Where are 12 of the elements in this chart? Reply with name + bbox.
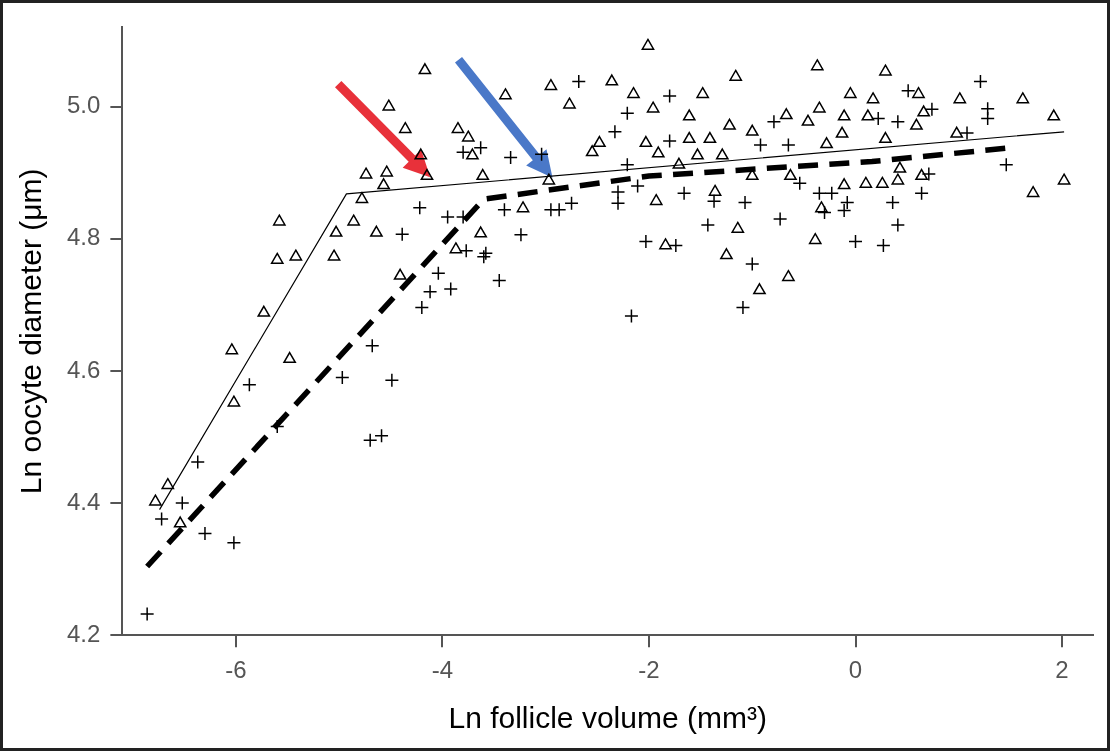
x-tick-label: -6 xyxy=(225,656,247,684)
y-axis-title: Ln oocyte diameter (μm) xyxy=(14,168,48,495)
y-tick-label: 4.6 xyxy=(66,355,101,383)
y-tick-label: 5.0 xyxy=(66,91,101,119)
y-tick-label: 4.4 xyxy=(66,487,101,515)
x-axis-title: Ln follicle volume (mm³) xyxy=(448,701,767,735)
y-tick-label: 4.2 xyxy=(66,619,101,647)
x-tick-label: 0 xyxy=(848,656,863,684)
x-tick-label: -2 xyxy=(638,656,660,684)
x-tick-label: -4 xyxy=(431,656,454,684)
x-tick-label: 2 xyxy=(1055,656,1069,684)
y-tick-label: 4.8 xyxy=(66,223,101,251)
